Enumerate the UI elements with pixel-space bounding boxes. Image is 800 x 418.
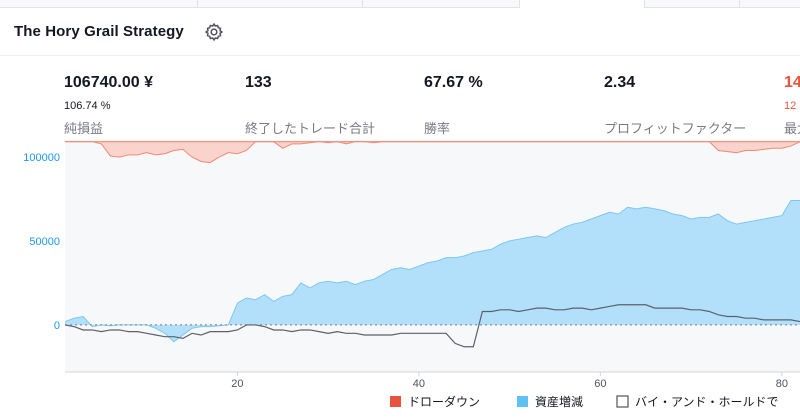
x-tick-label: 80	[776, 378, 788, 390]
buy-and-hold-line	[64, 304, 800, 348]
stat-sub-value: 12	[784, 100, 797, 112]
tab[interactable]	[363, 0, 520, 8]
stat-label: 終了したトレード合計	[245, 121, 376, 136]
y-tick-label: 0	[54, 320, 60, 332]
strategy-title: The Hory Grail Strategy	[14, 23, 184, 40]
tab-active[interactable]	[520, 0, 645, 8]
x-tick-label: 60	[594, 378, 606, 390]
x-tick-label: 20	[231, 378, 243, 390]
window-tab-strip	[0, 0, 800, 8]
tab[interactable]	[198, 0, 363, 8]
stat-value: 67.67 %	[424, 74, 483, 91]
stat-label: 勝率	[424, 121, 451, 136]
legend-swatch	[517, 396, 528, 407]
y-tick-label: 50000	[29, 236, 60, 248]
strategy-header: The Hory Grail Strategy	[0, 8, 800, 56]
x-tick-label: 40	[413, 378, 425, 390]
tab[interactable]	[0, 0, 198, 8]
stat-label: プロフィットファクター	[604, 121, 747, 136]
legend-label: ドローダウン	[408, 394, 480, 409]
legend-label: バイ・アンド・ホールドで	[635, 395, 779, 409]
performance-summary: 106740.00 ¥ 106.74 % 純損益 133 終了したトレード合計 …	[0, 57, 800, 141]
stat-value: 133	[245, 74, 272, 91]
equity-line	[64, 200, 800, 343]
equity-area	[65, 200, 800, 342]
stat-value: 2.34	[604, 74, 636, 91]
equity-chart[interactable]: 100000 50000 0 20 40 60 80 ドローダウン 資産増減 バイ・アンド・ホール…	[0, 140, 800, 418]
drawdown-area	[65, 141, 800, 163]
stat-value: 106740.00 ¥	[64, 74, 153, 91]
y-tick-label: 100000	[23, 152, 60, 164]
stat-label: 最大	[784, 121, 800, 136]
legend-label: 資産増減	[535, 394, 583, 409]
legend-swatch	[390, 396, 401, 407]
gear-icon[interactable]	[204, 22, 224, 42]
stat-value: 14	[784, 74, 800, 91]
stat-sub-value: 106.74 %	[64, 100, 111, 112]
legend-swatch	[616, 395, 629, 408]
stat-label: 純損益	[64, 121, 104, 136]
tab[interactable]	[645, 0, 740, 8]
